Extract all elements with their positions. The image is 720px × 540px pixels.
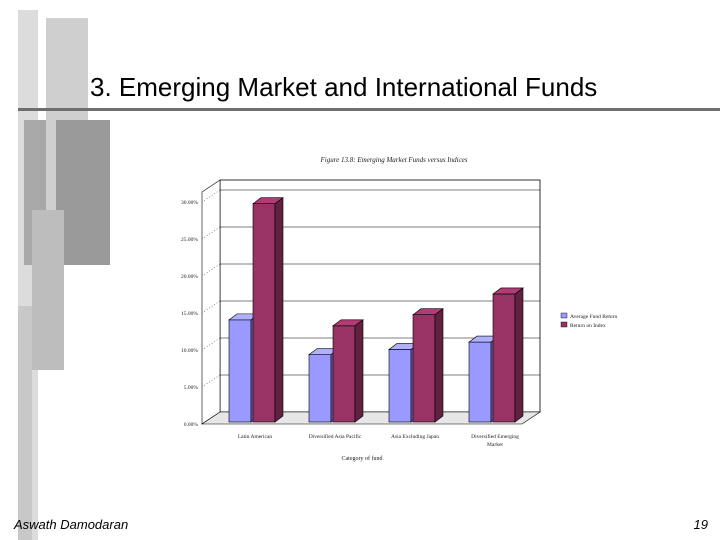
title-rule	[18, 108, 720, 111]
y-tick-label: 25.00%	[181, 237, 198, 243]
slide-title: 3. Emerging Market and International Fun…	[90, 72, 598, 102]
bar-2-3	[412, 308, 444, 423]
bar-2-4	[492, 287, 524, 423]
gridline-side	[201, 189, 221, 203]
legend-swatch-1	[560, 312, 568, 319]
gridline-side	[201, 263, 221, 277]
footer-author: Aswath Damodaran	[14, 517, 129, 532]
y-tick-label: 30.00%	[181, 200, 198, 206]
gridline-side	[201, 374, 221, 388]
bar-2-2	[332, 319, 364, 423]
decorative-strip-6	[18, 306, 32, 540]
bar-2-1	[252, 197, 284, 423]
legend-label-1: Average Fund Return	[570, 314, 617, 320]
x-axis-label: Category of fund	[342, 455, 383, 462]
x-tick-label: Latin American	[238, 434, 273, 440]
chart-title: Figure 13.8: Emerging Market Funds versu…	[319, 156, 467, 164]
decorative-strip-4	[56, 120, 110, 265]
x-tick-label-line2: Market	[487, 442, 503, 448]
y-tick-label: 0.00%	[184, 422, 199, 428]
legend: Average Fund Return Return on Index	[560, 312, 617, 329]
y-tick-label: 10.00%	[181, 348, 198, 354]
x-tick-label: Diversified Emerging	[471, 433, 519, 440]
legend-label-2: Return on Index	[570, 323, 606, 329]
page-number: 19	[693, 517, 708, 532]
chart-side-wall	[201, 179, 221, 425]
gridline-side	[201, 226, 221, 240]
gridline-side	[201, 300, 221, 314]
y-tick-label: 5.00%	[184, 385, 199, 391]
decorative-strip-5	[32, 210, 64, 370]
plot-area: 0.00% 5.00% 10.00% 15.00% 20.00% 25.00% 30.00%…	[181, 179, 541, 448]
x-tick-label: Diversified Asia Pacific	[309, 433, 362, 440]
y-tick-label: 15.00%	[181, 311, 198, 317]
x-tick-label: Asia Excluding Japan	[391, 434, 439, 440]
gridline-side	[201, 337, 221, 351]
legend-swatch-2	[560, 321, 568, 328]
y-tick-label: 20.00%	[181, 274, 198, 280]
